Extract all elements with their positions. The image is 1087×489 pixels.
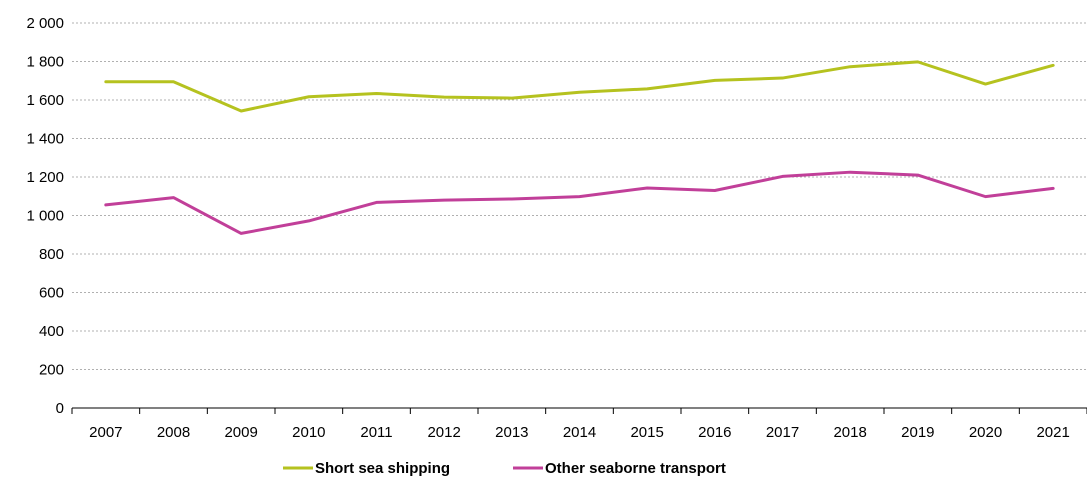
x-tick-label: 2010 <box>292 424 325 441</box>
x-tick-label: 2011 <box>360 424 392 441</box>
series-line-0 <box>106 62 1053 111</box>
y-tick-label: 1 000 <box>26 208 64 225</box>
legend: Short sea shipping Other seaborne transpo… <box>283 460 726 477</box>
x-tick-label: 2019 <box>901 424 934 441</box>
y-tick-label: 2 000 <box>26 15 64 32</box>
series-line-1 <box>106 172 1053 233</box>
y-tick-label: 0 <box>56 400 64 417</box>
series-lines <box>106 62 1053 234</box>
x-tick-label: 2020 <box>969 424 1002 441</box>
y-tick-label: 1 400 <box>26 131 64 148</box>
y-tick-label: 1 200 <box>26 169 64 186</box>
x-tick-label: 2009 <box>224 424 257 441</box>
x-tick-label: 2021 <box>1036 424 1069 441</box>
x-tick-label: 2015 <box>630 424 663 441</box>
y-tick-label: 200 <box>39 362 64 379</box>
x-tick-label: 2007 <box>89 424 122 441</box>
x-tick-label: 2016 <box>698 424 731 441</box>
y-tick-label: 1 600 <box>26 92 64 109</box>
legend-label: Other seaborne transport <box>545 460 726 477</box>
y-tick-label: 1 800 <box>26 54 64 71</box>
x-tick-label: 2018 <box>833 424 866 441</box>
x-tick-label: 2012 <box>427 424 460 441</box>
x-tick-label: 2008 <box>157 424 190 441</box>
y-tick-label: 800 <box>39 246 64 263</box>
legend-label: Short sea shipping <box>315 460 450 477</box>
axes: 0 200 400 600 800 1 000 1 200 1 400 1 600 1 800 2 … <box>26 15 1087 441</box>
x-tick-label: 2017 <box>766 424 799 441</box>
x-tick-label: 2014 <box>563 424 596 441</box>
x-tick-label: 2013 <box>495 424 528 441</box>
y-tick-label: 400 <box>39 323 64 340</box>
y-tick-label: 600 <box>39 285 64 302</box>
